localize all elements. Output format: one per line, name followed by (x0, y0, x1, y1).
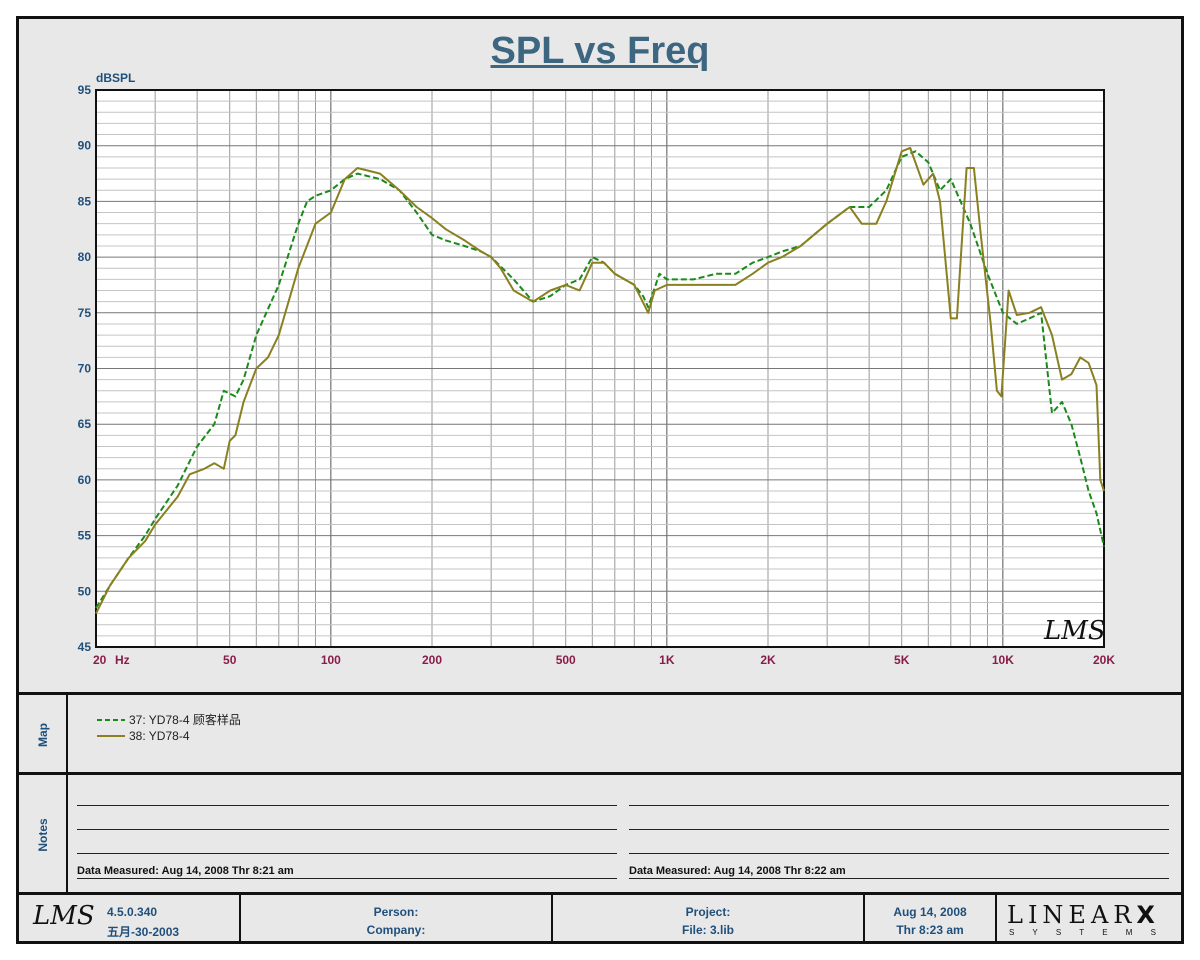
x-tick-label: 500 (556, 653, 576, 667)
y-tick-label: 95 (78, 83, 92, 97)
series-line-2 (95, 146, 1105, 615)
x-unit-label: Hz (115, 653, 130, 667)
brand-text: LINEARX (1007, 901, 1155, 929)
legend-swatch-solid (97, 735, 125, 737)
lms-watermark: LMS (1043, 616, 1106, 646)
y-axis-label: dBSPL (96, 71, 135, 85)
y-tick-label: 75 (78, 306, 92, 320)
footer-panel: LMS 4.5.0.340 五月-30-2003 Person: Company… (19, 892, 1181, 942)
note-line (629, 853, 1169, 854)
footer-project-cell: Project: File: 3.lib (553, 895, 865, 942)
x-tick-label: 20 (93, 653, 107, 667)
y-tick-label: 85 (78, 194, 92, 208)
note-line (629, 805, 1169, 806)
map-label: Map (35, 722, 50, 747)
x-tick-label: 100 (321, 653, 341, 667)
person-label: Person: (373, 905, 419, 919)
footer-date-cell: Aug 14, 2008 Thr 8:23 am (865, 895, 997, 942)
legend-label: 37: YD78-4 顾客样品 (129, 713, 241, 727)
note-line (77, 878, 617, 879)
chart-title: SPL vs Freq (490, 30, 710, 72)
footer-time: Thr 8:23 am (896, 923, 964, 937)
data-measured-right: Data Measured: Aug 14, 2008 Thr 8:22 am (629, 865, 846, 877)
map-panel: Map 37: YD78-4 顾客样品 38: YD78-4 (19, 692, 1181, 774)
spl-chart: 95 90 85 80 75 70 65 60 55 50 45 dBSPL 20 50 100 200 500… (78, 71, 1116, 667)
legend-label: 38: YD78-4 (129, 729, 190, 743)
x-tick-label: 10K (992, 653, 1014, 667)
footer-version-cell: LMS 4.5.0.340 五月-30-2003 (19, 895, 241, 942)
footer-person-cell: Person: Company: (241, 895, 553, 942)
notes-side: Notes (19, 775, 68, 894)
version-date: 五月-30-2003 (107, 925, 180, 939)
file-label: File: 3.lib (681, 923, 734, 937)
footer-date: Aug 14, 2008 (893, 905, 967, 919)
version-number: 4.5.0.340 (107, 905, 158, 919)
x-tick-label: 20K (1093, 653, 1115, 667)
notes-label: Notes (35, 817, 50, 852)
note-line (77, 829, 617, 830)
x-tick-label: 5K (894, 653, 910, 667)
note-line (629, 829, 1169, 830)
notes-panel: Notes Data Measured: Aug 14, 2008 Thr 8:… (19, 772, 1181, 894)
note-line (77, 805, 617, 806)
y-tick-label: 45 (78, 640, 92, 654)
plot-border (95, 89, 1105, 648)
x-tick-label: 2K (760, 653, 776, 667)
note-line (77, 853, 617, 854)
y-tick-label: 80 (78, 250, 92, 264)
brand-subtitle: S Y S T E M S (1009, 928, 1164, 937)
y-tick-label: 55 (78, 529, 92, 543)
legend-item-2: 38: YD78-4 (97, 729, 190, 743)
y-tick-label: 90 (78, 139, 92, 153)
map-side: Map (19, 695, 68, 774)
y-tick-label: 50 (78, 584, 92, 598)
note-line (629, 878, 1169, 879)
x-tick-label: 50 (223, 653, 237, 667)
company-label: Company: (366, 923, 426, 937)
y-tick-label: 60 (78, 473, 92, 487)
y-tick-label: 70 (78, 362, 92, 376)
project-label: Project: (685, 905, 731, 919)
linearx-logo: LINEARX S Y S T E M S (997, 895, 1181, 942)
y-tick-label: 65 (78, 417, 92, 431)
x-tick-label: 200 (422, 653, 442, 667)
legend-swatch-dashed (97, 718, 125, 721)
x-tick-label: 1K (659, 653, 675, 667)
lms-logo: LMS (33, 901, 95, 931)
legend-item-1: 37: YD78-4 顾客样品 (97, 711, 241, 728)
data-measured-left: Data Measured: Aug 14, 2008 Thr 8:21 am (77, 865, 294, 877)
